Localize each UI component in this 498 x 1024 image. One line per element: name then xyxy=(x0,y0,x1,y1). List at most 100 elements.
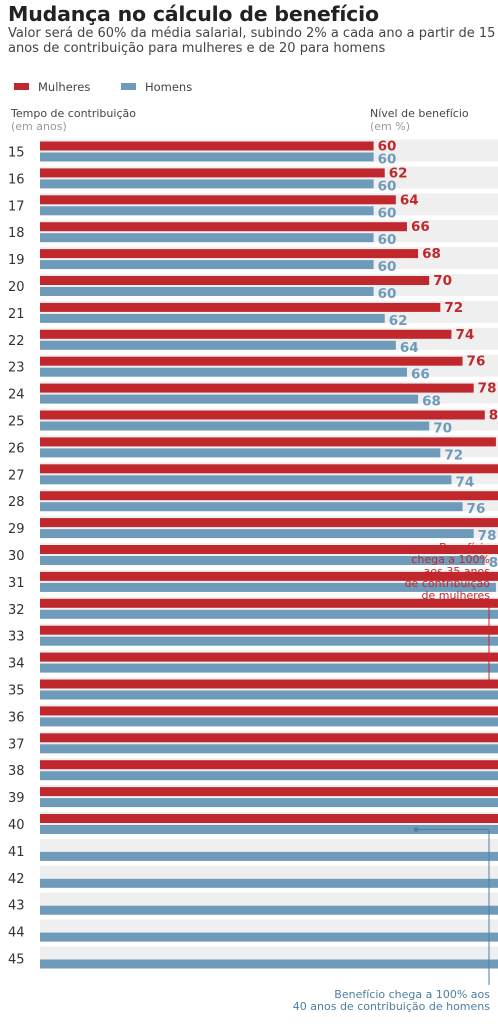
bar-label-men-21: 62 xyxy=(389,313,408,329)
bar-label-women-15: 60 xyxy=(378,139,397,155)
bar-men-28 xyxy=(40,502,463,512)
x-axis-unit: (em %) xyxy=(370,120,411,133)
bar-women-18 xyxy=(40,222,407,232)
bar-women-28 xyxy=(40,491,498,501)
bar-label-women-23: 76 xyxy=(467,354,486,370)
bar-label-men-26: 72 xyxy=(444,447,463,463)
bar-women-16 xyxy=(40,168,385,178)
y-tick-label: 45 xyxy=(8,953,25,968)
y-axis-header: Tempo de contribuição (em anos) xyxy=(11,107,136,133)
chart-title: Mudança no cálculo de benefício xyxy=(8,2,379,26)
bar-label-women-18: 66 xyxy=(411,219,430,235)
bar-label-women-24: 78 xyxy=(478,381,497,397)
bar-men-20 xyxy=(40,287,374,296)
bar-men-24 xyxy=(40,394,419,404)
bar-men-26 xyxy=(40,448,441,458)
legend-label-men: Homens xyxy=(144,80,193,94)
bar-label-men-22: 64 xyxy=(400,340,419,356)
bar-men-23 xyxy=(40,367,407,377)
bar-men-31 xyxy=(40,582,496,592)
bar-women-36 xyxy=(40,706,498,716)
bar-women-37 xyxy=(40,733,498,743)
bar-men-27 xyxy=(40,475,452,485)
bar-women-34 xyxy=(40,652,498,662)
bar-men-17 xyxy=(40,206,374,216)
bar-women-25 xyxy=(40,410,485,420)
bar-women-24 xyxy=(40,383,474,393)
bar-men-41 xyxy=(40,851,498,861)
legend-swatch-men xyxy=(120,83,136,90)
legend-item-men: Homens xyxy=(120,80,193,94)
y-tick-label: 43 xyxy=(8,899,25,914)
y-axis-unit: (em anos) xyxy=(11,120,67,133)
y-tick-label: 31 xyxy=(8,576,25,591)
bar-men-18 xyxy=(40,233,374,243)
bar-men-32 xyxy=(40,609,498,619)
bar-label-men-20: 60 xyxy=(378,286,397,302)
bar-label-women-22: 74 xyxy=(455,327,474,343)
bar-label-women-20: 70 xyxy=(433,273,452,289)
bar-men-45 xyxy=(40,959,498,969)
bar-label-men-29: 78 xyxy=(478,528,497,544)
bar-women-15 xyxy=(40,141,374,151)
y-tick-label: 22 xyxy=(8,334,25,349)
bar-women-19 xyxy=(40,249,419,259)
bar-women-23 xyxy=(40,356,463,366)
bar-men-25 xyxy=(40,421,430,431)
x-axis-label: Nível de benefício xyxy=(370,107,469,120)
y-tick-label: 16 xyxy=(8,172,25,187)
bar-men-15 xyxy=(40,152,374,162)
bar-men-29 xyxy=(40,529,474,539)
bar-men-44 xyxy=(40,932,498,942)
x-axis-header: Nível de benefício (em %) xyxy=(370,107,469,133)
y-tick-label: 32 xyxy=(8,603,25,618)
y-tick-label: 15 xyxy=(8,146,25,161)
legend-item-women: Mulheres xyxy=(14,80,90,94)
bar-women-32 xyxy=(40,598,498,608)
legend-label-women: Mulheres xyxy=(38,80,91,94)
bar-men-40 xyxy=(40,825,498,834)
leader-line-women xyxy=(416,600,490,685)
bar-label-men-25: 70 xyxy=(433,421,452,437)
y-tick-label: 18 xyxy=(8,226,25,241)
bar-women-33 xyxy=(40,625,498,635)
bar-women-21 xyxy=(40,302,441,312)
bar-women-26 xyxy=(40,437,496,447)
bar-label-women-16: 62 xyxy=(389,165,408,181)
y-tick-label: 41 xyxy=(8,845,25,860)
y-tick-label: 26 xyxy=(8,441,25,456)
bar-label-women-21: 72 xyxy=(444,300,463,316)
y-tick-label: 21 xyxy=(8,307,25,322)
y-tick-label: 30 xyxy=(8,549,25,564)
bar-label-men-15: 60 xyxy=(378,152,397,168)
bar-women-39 xyxy=(40,787,498,797)
bar-women-20 xyxy=(40,276,430,285)
bar-women-40 xyxy=(40,814,498,823)
bar-label-men-28: 76 xyxy=(467,501,486,517)
y-tick-label: 17 xyxy=(8,199,25,214)
bar-label-men-23: 66 xyxy=(411,367,430,383)
y-tick-label: 24 xyxy=(8,388,25,403)
bar-label-men-24: 68 xyxy=(422,394,441,410)
bar-women-22 xyxy=(40,329,452,339)
bar-men-36 xyxy=(40,717,498,727)
bar-men-22 xyxy=(40,340,396,350)
bar-label-women-19: 68 xyxy=(422,246,441,262)
bar-men-21 xyxy=(40,313,385,323)
bar-label-men-18: 60 xyxy=(378,232,397,248)
bar-men-39 xyxy=(40,798,498,808)
bar-women-30 xyxy=(40,545,498,554)
bar-label-men-19: 60 xyxy=(378,259,397,275)
y-tick-label: 34 xyxy=(8,657,25,672)
y-axis-label: Tempo de contribuição xyxy=(11,107,136,120)
bar-men-34 xyxy=(40,663,498,673)
y-tick-label: 20 xyxy=(8,280,25,295)
bar-women-29 xyxy=(40,518,498,528)
bar-women-31 xyxy=(40,571,498,581)
bar-men-38 xyxy=(40,771,498,781)
leader-line-men xyxy=(416,829,490,985)
y-tick-label: 27 xyxy=(8,468,25,483)
bar-women-35 xyxy=(40,679,498,689)
chart-subtitle: Valor será de 60% da média salarial, sub… xyxy=(8,26,496,56)
bar-men-30 xyxy=(40,556,485,565)
